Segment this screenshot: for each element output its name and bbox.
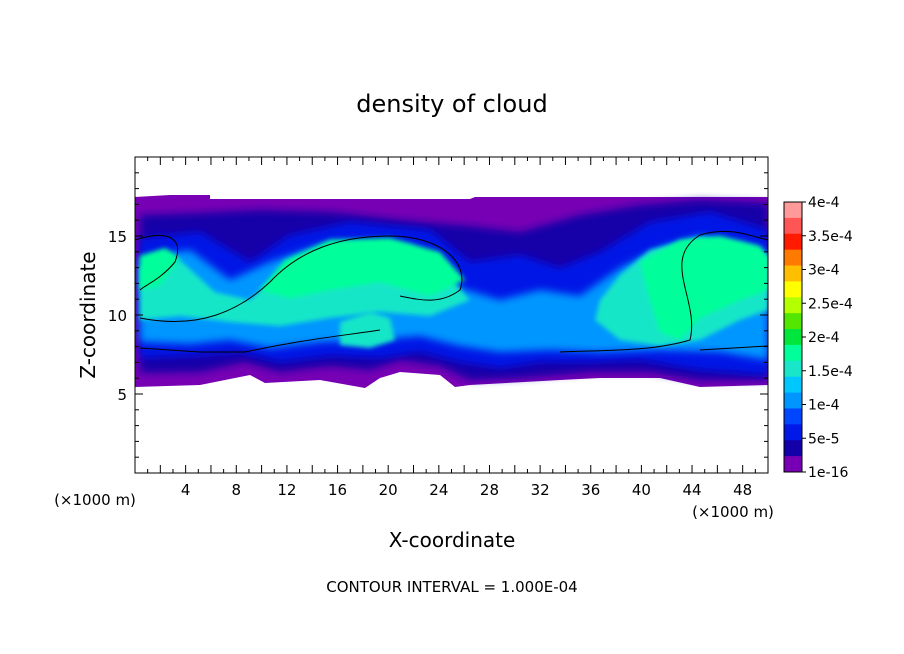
colorbar: 4e-4 3.5e-4 3e-4 2.5e-4 2e-4 1.5e-4 1e-4 5e-5 1e… (783, 195, 853, 481)
y-axis-label: Z-coordinate (76, 251, 100, 378)
x-unit-label-left: (×1000 m) (54, 491, 136, 509)
contour-line-right-base (699, 345, 768, 351)
contour-line-1e-4 (135, 234, 178, 291)
x-tick-label: 32 (531, 481, 550, 499)
chart-title: density of cloud (356, 90, 547, 118)
x-axis-ticks: 4 8 12 16 20 24 28 32 36 40 44 48 (147, 157, 756, 499)
contour-line-arch (139, 235, 463, 322)
colorbar-label: 3e-4 (808, 263, 840, 279)
colorbar-swatch (784, 265, 802, 282)
y-tick-label: 15 (108, 228, 127, 246)
colorbar-label: 1.5e-4 (808, 364, 853, 380)
colorbar-swatch (784, 344, 802, 362)
y-tick-label: 5 (117, 386, 127, 404)
level-green-right (640, 236, 768, 340)
colorbar-label: 4e-4 (808, 195, 840, 211)
x-tick-label: 36 (581, 481, 600, 499)
colorbar-swatch (784, 202, 802, 219)
x-tick-label: 20 (379, 481, 398, 499)
pocket (340, 312, 395, 348)
level-green-center (260, 238, 465, 298)
x-tick-label: 48 (733, 481, 752, 499)
y-tick-label: 10 (108, 307, 127, 325)
x-tick-label: 16 (328, 481, 347, 499)
x-tick-label: 24 (429, 481, 448, 499)
colorbar-swatch (784, 281, 802, 298)
colorbar-swatch (784, 329, 802, 346)
colorbar-label: 1e-16 (808, 465, 848, 481)
y-axis-ticks: 5 10 15 (108, 172, 768, 458)
colorbar-swatch (784, 297, 802, 314)
cloud-density-field (135, 195, 768, 388)
colorbar-swatch (784, 408, 802, 425)
contour-line-right (559, 230, 768, 353)
colorbar-label: 2e-4 (808, 330, 840, 346)
x-tick-label: 12 (277, 481, 296, 499)
x-tick-label: 4 (181, 481, 191, 499)
colorbar-swatch (784, 392, 802, 409)
colorbar-swatch (784, 424, 802, 441)
colorbar-label: 2.5e-4 (808, 296, 853, 312)
colorbar-swatch (784, 456, 802, 473)
colorbar-swatch (784, 440, 802, 457)
x-tick-label: 8 (232, 481, 242, 499)
contour-line-base (139, 329, 381, 353)
colorbar-swatch (784, 376, 802, 394)
level-green-left (140, 248, 180, 290)
colorbar-swatch (784, 217, 802, 235)
colorbar-swatch (784, 249, 802, 267)
colorbar-swatch (784, 233, 802, 251)
x-tick-label: 44 (682, 481, 701, 499)
colorbar-label: 3.5e-4 (808, 229, 853, 245)
x-unit-label-right: (×1000 m) (692, 503, 774, 521)
x-tick-label: 40 (632, 481, 651, 499)
x-axis-label: X-coordinate (389, 528, 516, 552)
colorbar-label: 5e-5 (808, 431, 839, 447)
colorbar-swatch (784, 313, 802, 330)
contour-interval-footer: CONTOUR INTERVAL = 1.000E-04 (326, 578, 577, 596)
x-tick-label: 28 (480, 481, 499, 499)
colorbar-swatch (784, 360, 802, 378)
colorbar-label: 1e-4 (808, 398, 840, 414)
